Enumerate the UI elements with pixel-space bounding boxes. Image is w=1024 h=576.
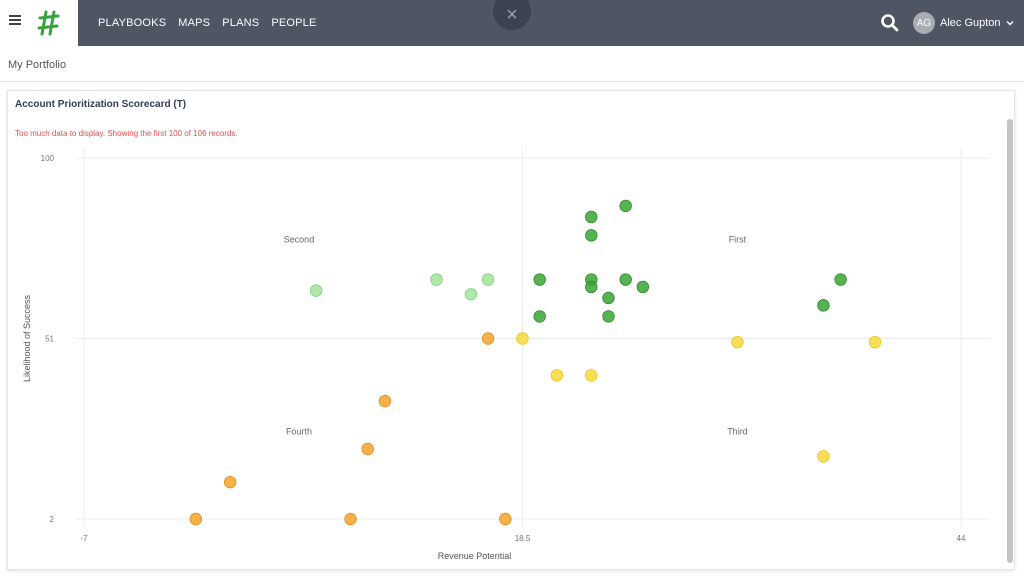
y-tick-label: 51: [45, 335, 54, 344]
data-point-fourth: [344, 512, 357, 526]
data-point-second: [464, 288, 478, 301]
search-icon[interactable]: [880, 13, 900, 33]
data-point-second: [309, 284, 323, 297]
user-menu[interactable]: AG Alec Gupton: [913, 12, 1014, 34]
main-nav: PLAYBOOKS MAPS PLANS PEOPLE: [98, 0, 317, 46]
data-limit-warning: Too much data to display. Showing the fi…: [15, 129, 238, 138]
y-axis-label: Likelihood of Success: [22, 294, 32, 382]
data-point-first: [619, 273, 632, 286]
sub-header: My Portfolio: [0, 46, 1024, 82]
data-point-fourth: [499, 512, 512, 526]
logo-icon[interactable]: [34, 10, 64, 36]
data-point-third: [731, 335, 744, 349]
user-name: Alec Gupton: [940, 17, 1001, 29]
logo-area: [0, 0, 78, 46]
x-tick-label: 44: [957, 534, 966, 543]
data-point-third: [868, 335, 882, 349]
data-point-first: [585, 210, 598, 224]
data-point-second: [481, 273, 495, 286]
data-point-first: [533, 310, 546, 323]
chevron-down-icon: [1006, 21, 1014, 26]
data-point-first: [619, 199, 632, 213]
data-point-first: [585, 229, 598, 242]
data-point-first: [602, 310, 615, 323]
avatar: AG: [913, 12, 935, 34]
data-point-third: [516, 332, 529, 345]
close-icon: ×: [506, 4, 518, 26]
data-point-third: [817, 450, 830, 463]
card-title: Account Prioritization Scorecard (T): [15, 99, 187, 110]
data-point-fourth: [223, 475, 237, 489]
quadrant-label-first: First: [729, 235, 747, 245]
data-point-third: [585, 369, 598, 382]
breadcrumb[interactable]: My Portfolio: [8, 59, 67, 71]
quadrant-label-second: Second: [284, 235, 315, 245]
scrollbar-thumb[interactable]: [1007, 119, 1013, 563]
x-tick-label: -7: [80, 534, 88, 543]
data-point-fourth: [189, 512, 202, 526]
quadrant-label-fourth: Fourth: [286, 426, 312, 436]
nav-item-playbooks[interactable]: PLAYBOOKS: [98, 17, 167, 29]
scatter-chart: 100 51 2 -7 18.5 44 Revenue Potential Likelihoo…: [22, 148, 989, 561]
hamburger-icon[interactable]: [9, 15, 21, 27]
data-point-first: [817, 299, 830, 312]
data-point-first: [636, 280, 650, 294]
x-tick-label: 18.5: [515, 534, 531, 543]
data-point-first: [533, 273, 546, 286]
quadrant-label-third: Third: [727, 426, 748, 436]
y-tick-label: 2: [50, 515, 55, 524]
close-button[interactable]: ×: [493, 0, 531, 30]
data-point-second: [430, 273, 443, 286]
data-point-fourth: [481, 332, 495, 345]
data-point-first: [602, 291, 615, 305]
data-point-fourth: [378, 394, 392, 408]
x-axis-label: Revenue Potential: [438, 551, 512, 561]
y-tick-label: 100: [41, 154, 55, 163]
data-point-first: [585, 280, 598, 294]
data-point-first: [834, 273, 847, 286]
data-point-fourth: [361, 442, 374, 456]
scorecard-card: Account Prioritization Scorecard (T) Too…: [7, 90, 1015, 570]
nav-item-plans[interactable]: PLANS: [222, 17, 260, 29]
data-point-third: [550, 369, 564, 382]
nav-item-maps[interactable]: MAPS: [178, 17, 211, 29]
top-navigation-bar: PLAYBOOKS MAPS PLANS PEOPLE × AG Alec Gu…: [0, 0, 1024, 46]
nav-item-people[interactable]: PEOPLE: [271, 17, 317, 29]
scrollbar[interactable]: [1007, 119, 1013, 563]
